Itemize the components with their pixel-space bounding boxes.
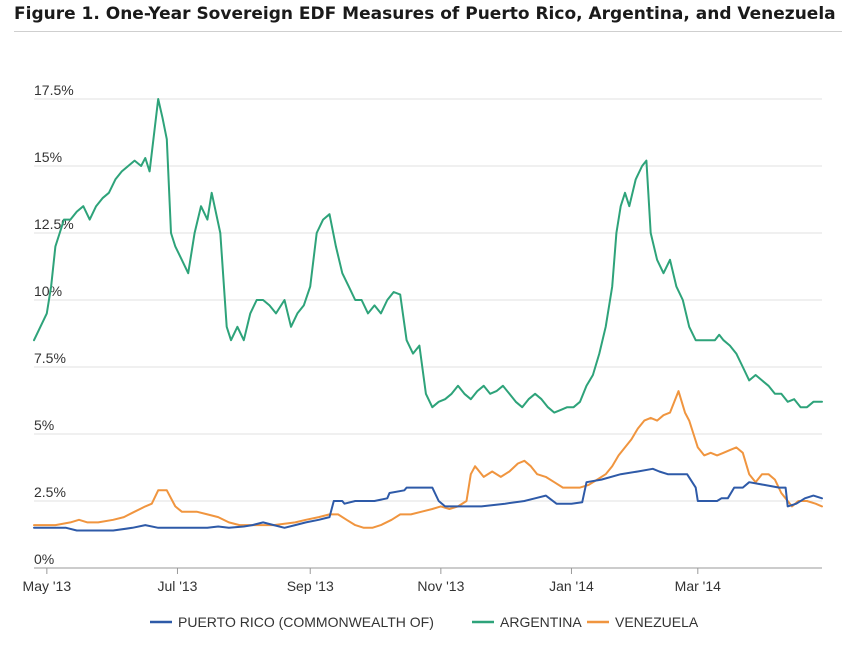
gridlines [34,98,822,502]
legend: PUERTO RICO (COMMONWEALTH OF) ARGENTINA VE… [150,614,699,630]
y-tick-label: 10% [34,283,62,299]
legend-label: ARGENTINA [500,614,582,630]
y-tick-label: 5% [34,417,54,433]
legend-label: PUERTO RICO (COMMONWEALTH OF) [178,614,434,630]
y-axis-ticks: 0% 2.5% 5% 7.5% 10% 12.5% 15% 17.5% [34,82,74,567]
series-line-venezuela [33,390,823,529]
title-rule [14,31,842,32]
series-line-puerto-rico-commonwealth-of [33,467,823,532]
x-tick-label: Nov '13 [417,578,464,594]
x-tick-label: Sep '13 [287,578,334,594]
x-tick-label: May '13 [23,578,72,594]
y-tick-label: 7.5% [34,350,66,366]
x-axis: May '13 Jul '13 Sep '13 Nov '13 Jan '14 Mar '… [23,567,822,594]
y-tick-label: 2.5% [34,484,66,500]
y-tick-label: 17.5% [34,82,74,98]
y-tick-label: 0% [34,551,54,567]
x-tick-label: Mar '14 [675,578,721,594]
series-line-argentina [33,98,823,414]
y-tick-label: 15% [34,149,62,165]
x-tick-label: Jan '14 [549,578,594,594]
figure-title: Figure 1. One-Year Sovereign EDF Measure… [14,4,836,24]
series-lines [33,98,823,532]
x-tick-label: Jul '13 [157,578,197,594]
y-tick-label: 12.5% [34,216,74,232]
legend-label: VENEZUELA [615,614,699,630]
